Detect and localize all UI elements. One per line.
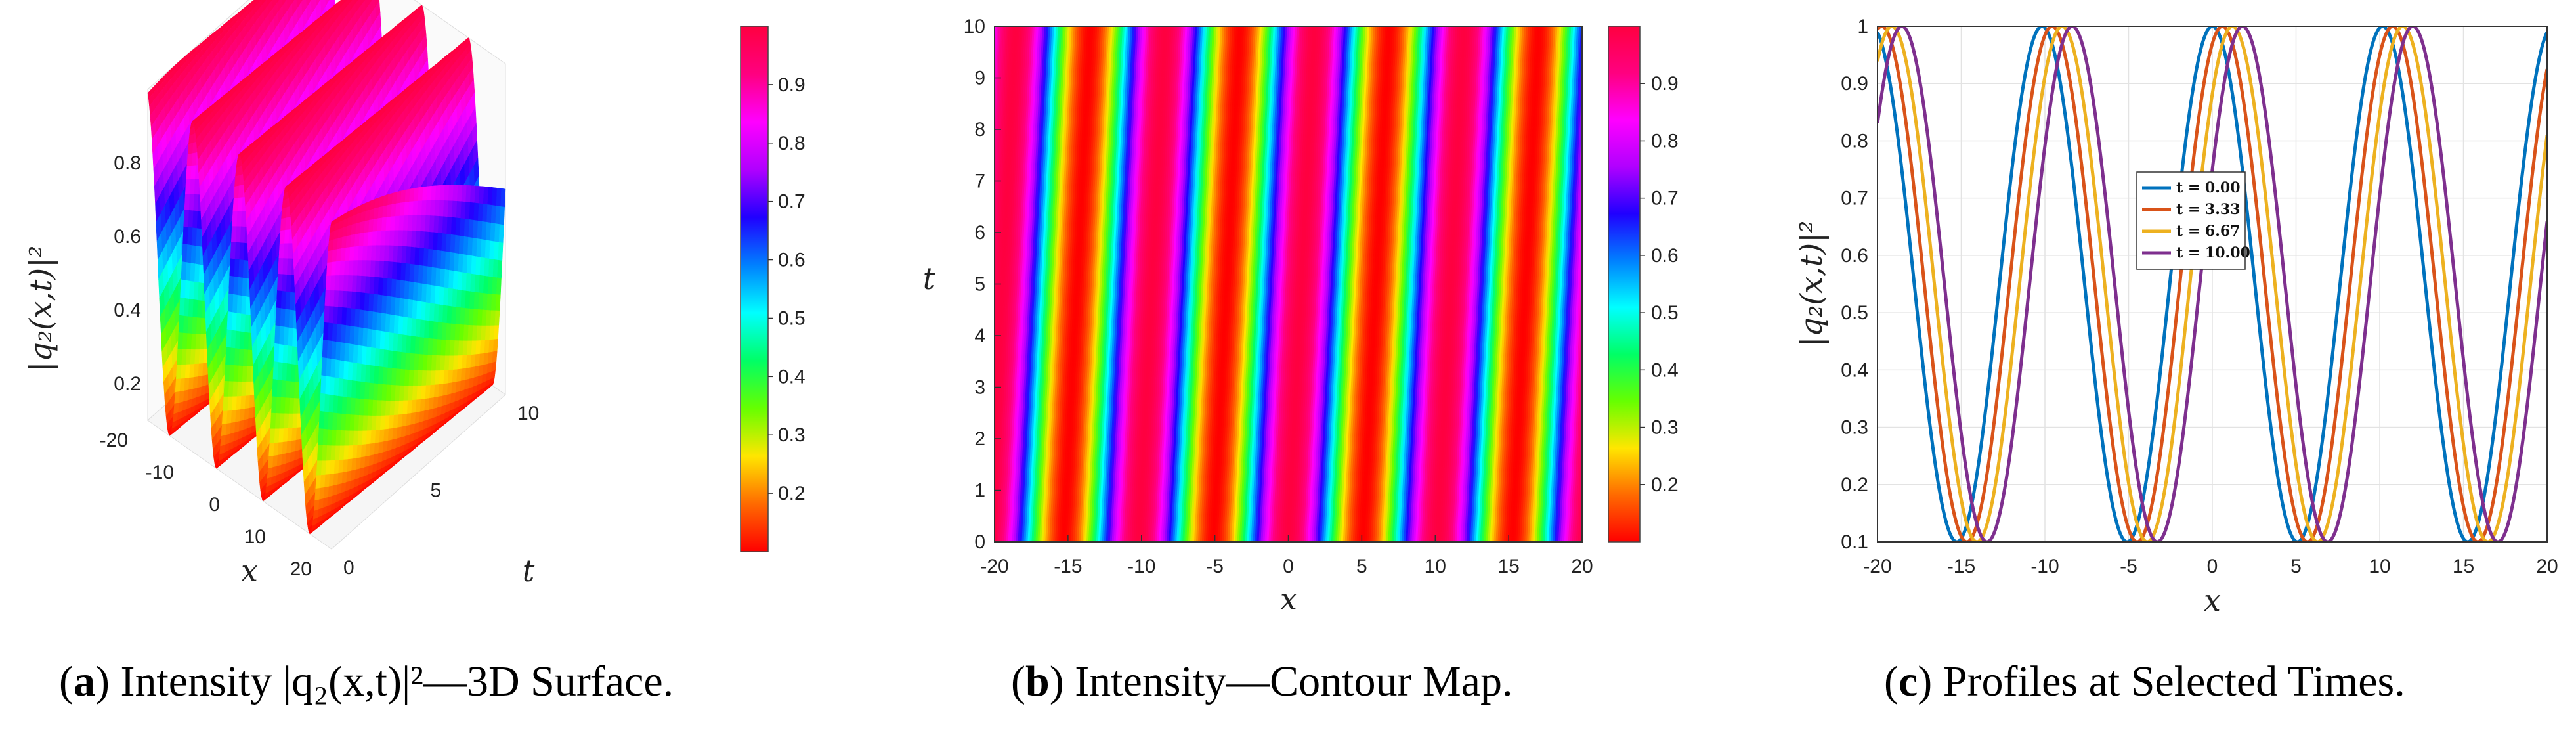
surface-strips	[147, 0, 506, 550]
